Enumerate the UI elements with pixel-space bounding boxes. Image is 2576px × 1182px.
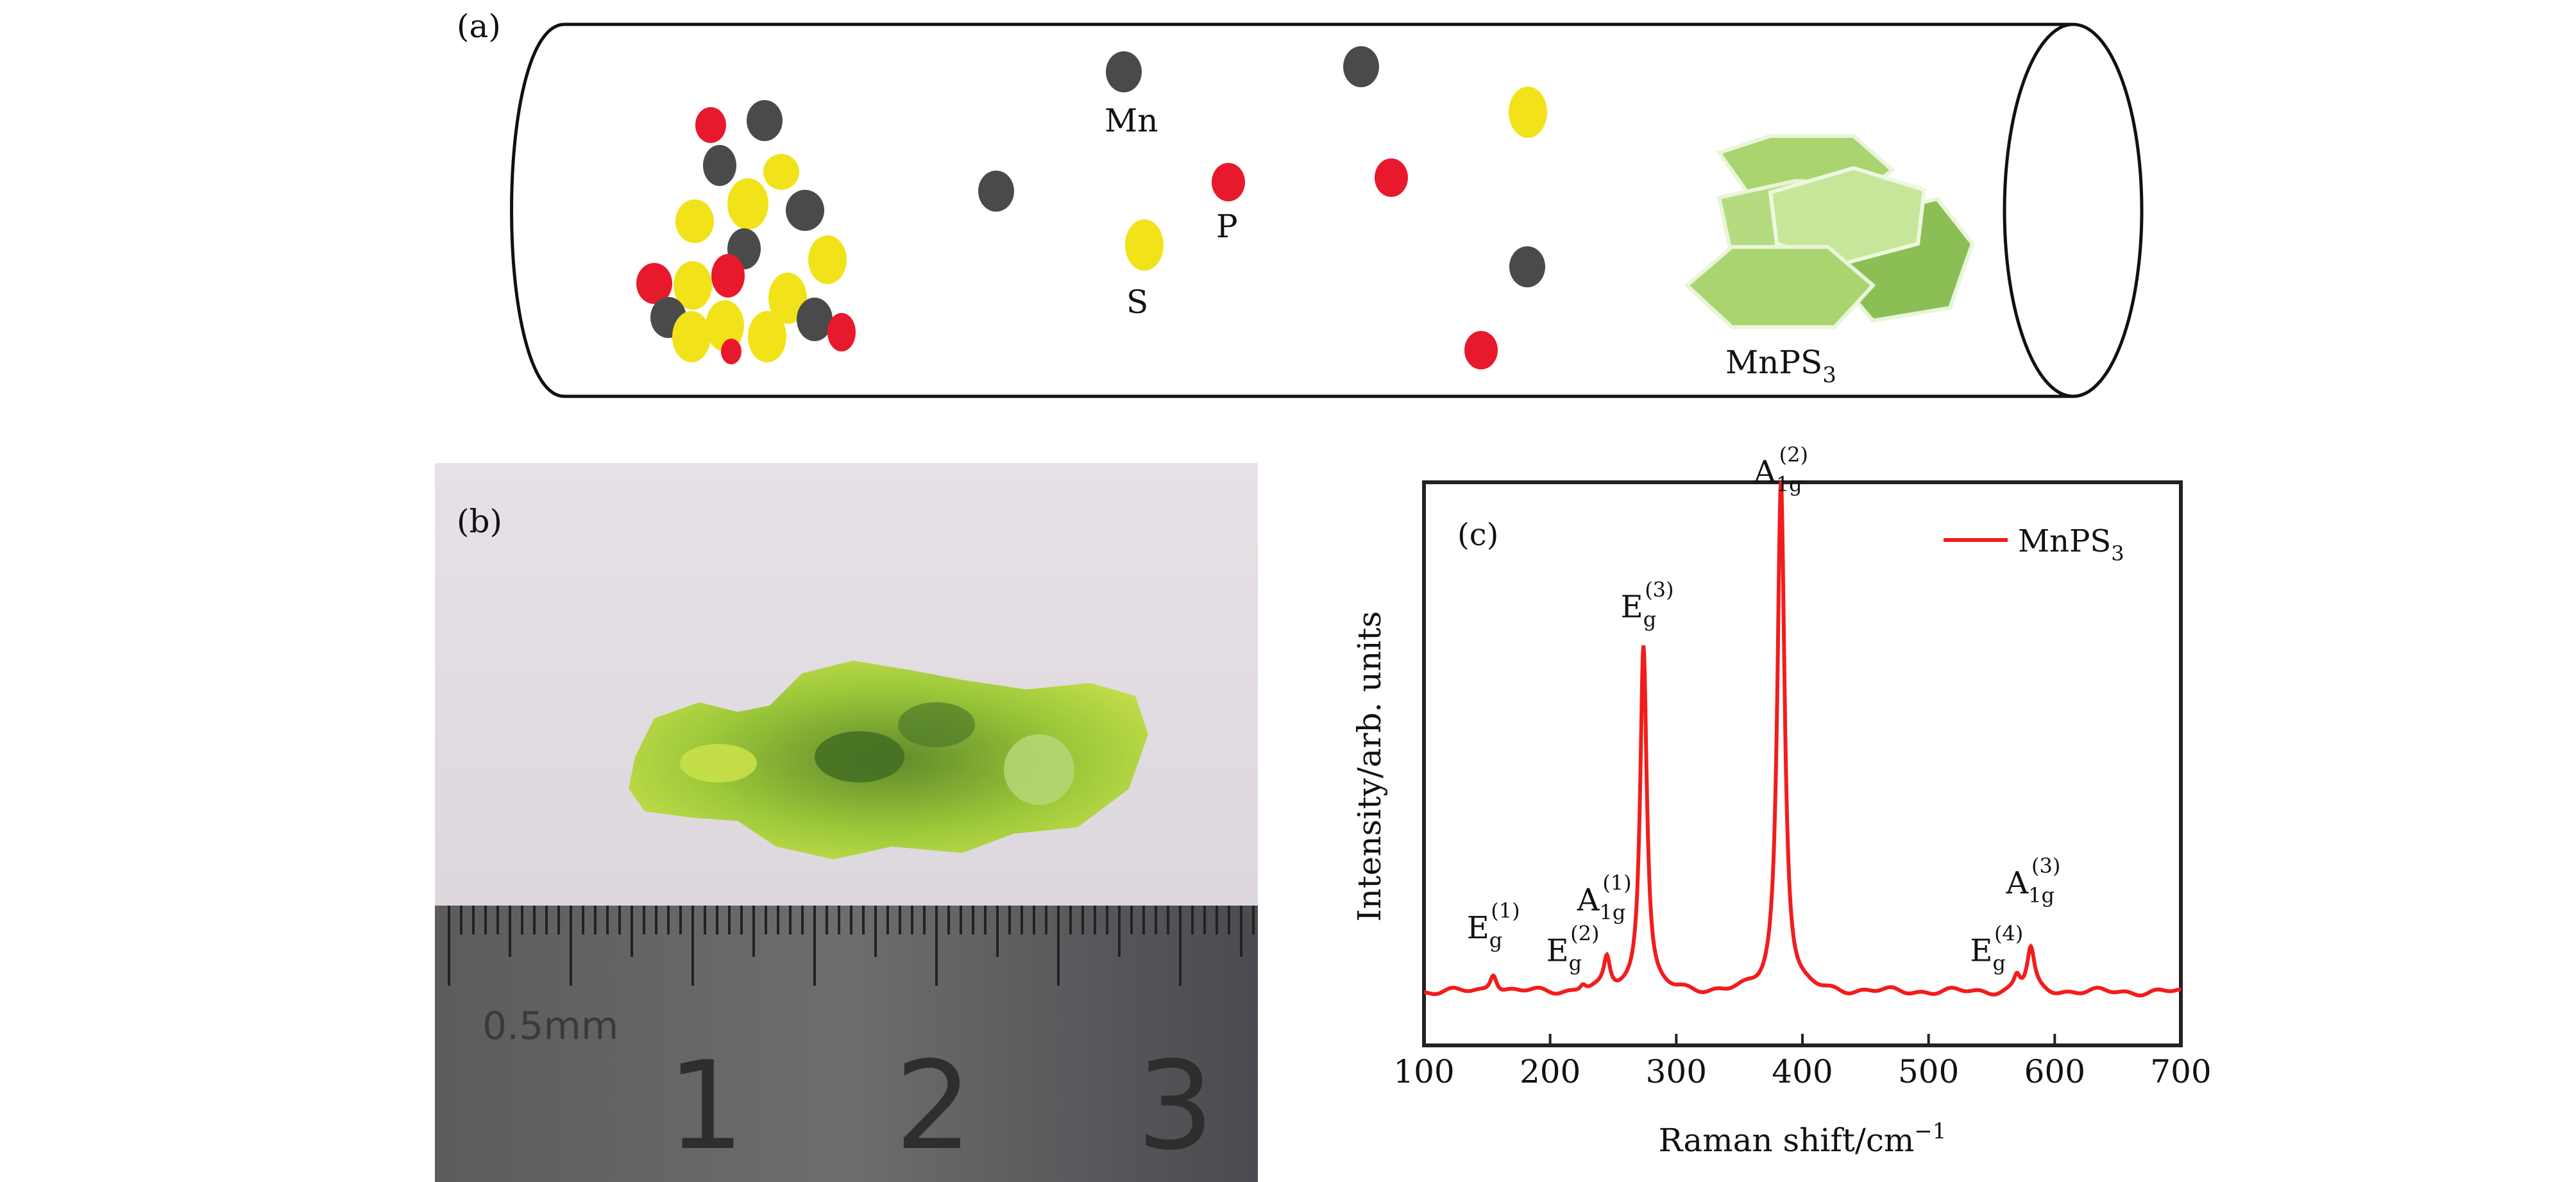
p-label: P (1216, 208, 1238, 245)
s-label: S (1126, 283, 1148, 321)
panel-a: (a) Mn P S (457, 8, 2144, 398)
x-tick-label-700: 700 (2150, 1053, 2211, 1090)
p-atom (1464, 331, 1498, 369)
y-axis-title: Intensity/arb. units (1351, 611, 1388, 922)
series-line-mnps3 (1423, 480, 2182, 998)
x-tick-label-300: 300 (1646, 1053, 1707, 1090)
ruler-unit-label: 0.5mm (482, 1004, 618, 1049)
mnps3-label: MnPS3 (1725, 344, 1836, 388)
mn-atom (786, 190, 824, 231)
x-axis-tick-labels: 100 200 300 400 500 600 700 (1393, 1053, 2211, 1090)
s-atom (706, 300, 744, 351)
panel-b-label: (b) (457, 503, 502, 540)
panel-b-photo: 0.5mm 1 2 3 (b) (435, 463, 1258, 1182)
x-tick-label-100: 100 (1393, 1053, 1454, 1090)
s-atom (808, 235, 847, 284)
ruler-number-3: 3 (1137, 1035, 1214, 1177)
mn-atom (797, 298, 833, 341)
mn-atom (1509, 246, 1545, 287)
s-atom (727, 178, 768, 230)
x-tick-label-400: 400 (1772, 1053, 1833, 1090)
peak-label-3: Eg(3) (1621, 578, 1674, 632)
mnps3-crystals (1684, 134, 1975, 329)
legend-label: MnPS3 (2018, 523, 2124, 566)
s-atom (675, 199, 714, 243)
s-atom (763, 154, 799, 190)
mn-atom (1343, 46, 1379, 87)
s-atom (768, 273, 807, 324)
x-tick-label-500: 500 (1898, 1053, 1959, 1090)
s-atom (748, 311, 786, 362)
peak-label-2: A1g(1) (1577, 870, 1632, 924)
peak-label-6: A1g(3) (2005, 854, 2060, 908)
peak-label-5: Eg(4) (1970, 921, 2023, 975)
peak-label-1: Eg(2) (1546, 921, 1600, 975)
p-atom (711, 254, 745, 298)
panel-c-chart: 100 200 300 400 500 600 700 Eg(1)Eg(2)A1g(1)Eg… (1351, 443, 2212, 1159)
s-atom (1509, 87, 1547, 138)
mn-atom (978, 171, 1014, 212)
plot-frame (1422, 480, 2183, 1047)
p-atom (1212, 163, 1245, 201)
precursor-cluster (636, 100, 856, 364)
mn-label: Mn (1105, 102, 1158, 139)
p-atom (636, 263, 672, 304)
x-axis-ticks (1423, 1034, 2182, 1045)
p-atom (695, 107, 726, 143)
ruler-number-2: 2 (895, 1035, 972, 1177)
mn-atom (703, 145, 736, 186)
peak-annotations: Eg(1) Eg(2)A1g(1) Eg(3) A1g(2) Eg(4) A1g(3) (1467, 443, 2061, 975)
mn-atom (1106, 51, 1142, 92)
p-atom (1375, 158, 1408, 197)
p-atom (827, 313, 856, 351)
s-atom (674, 261, 712, 310)
s-atom (1125, 219, 1164, 271)
panel-c-label: (c) (1457, 517, 1498, 553)
peak-label-0: Eg(1) (1467, 899, 1520, 952)
mnps3-crystal-sample (629, 661, 1148, 859)
peak-label-4: A1g(2) (1753, 443, 1808, 496)
s-atom (672, 311, 711, 362)
ruler-ticks (448, 906, 1255, 986)
vapor-atoms (978, 46, 1547, 369)
mn-atom (747, 100, 783, 141)
x-tick-label-200: 200 (1520, 1053, 1580, 1090)
x-axis-title: Raman shift/cm−1 (1659, 1119, 1947, 1159)
x-tick-label-600: 600 (2024, 1053, 2085, 1090)
legend: MnPS3 (1944, 523, 2124, 566)
p-atom (721, 339, 741, 364)
quartz-tube (510, 22, 2144, 398)
ruler-number-1: 1 (667, 1035, 745, 1177)
panel-a-label: (a) (457, 8, 501, 45)
